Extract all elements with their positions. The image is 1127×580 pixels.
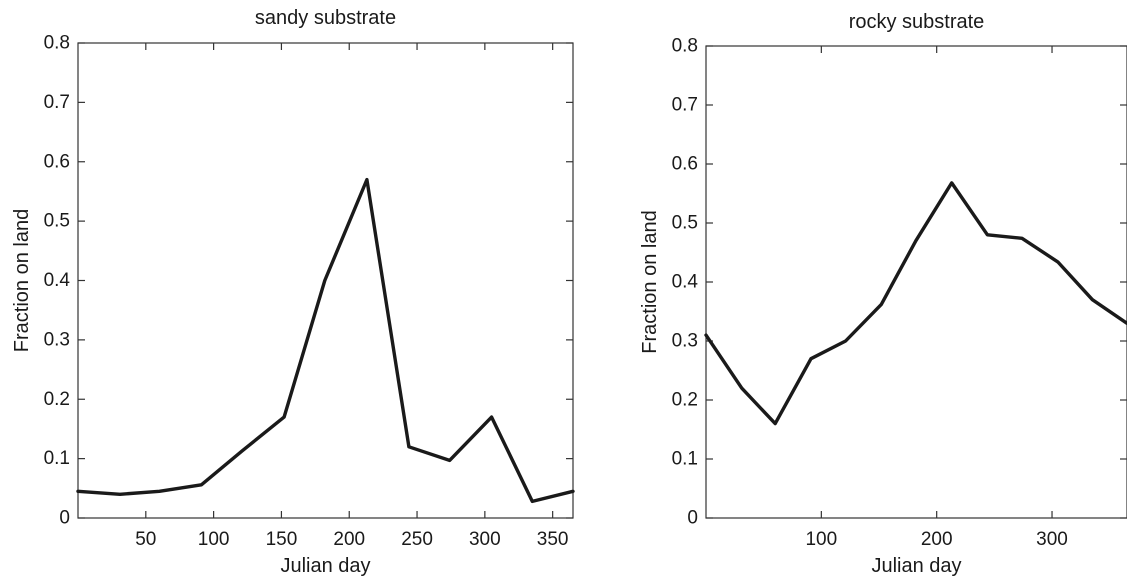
x-tick-label: 250 xyxy=(401,529,433,550)
y-axis-label: Fraction on land xyxy=(639,210,661,353)
y-axis-label: Fraction on land xyxy=(11,209,33,352)
chart-title: sandy substrate xyxy=(255,7,396,29)
x-tick-label: 200 xyxy=(921,529,953,550)
x-tick-label: 100 xyxy=(198,529,230,550)
series-line xyxy=(76,177,575,504)
y-tick-label: 0.6 xyxy=(44,151,70,172)
x-tick-label: 150 xyxy=(266,529,298,550)
x-tick-label: 300 xyxy=(469,529,501,550)
y-tick-label: 0.1 xyxy=(44,448,70,469)
y-tick-label: 0.3 xyxy=(672,331,698,352)
y-tick-label: 0.8 xyxy=(672,36,698,57)
x-tick-label: 300 xyxy=(1036,529,1068,550)
y-tick-label: 0.5 xyxy=(44,211,70,232)
x-axis-label: Julian day xyxy=(280,555,370,577)
series-line xyxy=(704,181,1127,426)
x-tick-label: 100 xyxy=(805,529,837,550)
x-axis-label: Julian day xyxy=(871,555,961,577)
y-tick-label: 0.4 xyxy=(44,270,71,291)
ticks xyxy=(706,45,1127,519)
y-tick-label: 0.6 xyxy=(672,154,698,175)
x-tick-label: 50 xyxy=(135,529,156,550)
ticks xyxy=(78,42,573,519)
chart-rocky-substrate: rocky substrate Julian day Fraction on l… xyxy=(639,11,1127,577)
chart-sandy-substrate: sandy substrate Julian day Fraction on l… xyxy=(11,7,575,577)
y-tick-label: 0.3 xyxy=(44,329,70,350)
x-tick-label: 350 xyxy=(537,529,569,550)
chart-title: rocky substrate xyxy=(849,11,985,33)
y-tick-label: 0.2 xyxy=(44,389,70,410)
y-tick-label: 0.5 xyxy=(672,213,698,234)
plot-frame xyxy=(705,45,1127,519)
y-tick-label: 0.8 xyxy=(44,33,70,54)
y-tick-label: 0 xyxy=(687,508,698,529)
tick-labels: 100 200 300 0 0.1 0.2 0.3 0.4 0.5 0.6 0.7 0.8 xyxy=(672,36,1068,551)
y-tick-label: 0.4 xyxy=(672,272,699,293)
x-tick-label: 200 xyxy=(333,529,365,550)
y-tick-label: 0.7 xyxy=(44,92,70,113)
y-tick-label: 0.2 xyxy=(672,390,698,411)
y-tick-label: 0 xyxy=(59,508,70,529)
y-tick-label: 0.1 xyxy=(672,449,698,470)
tick-labels: 50 100 150 200 250 300 350 0 0.1 0.2 0.3 0.4 0.5 0.6 0… xyxy=(44,33,569,551)
y-tick-label: 0.7 xyxy=(672,95,698,116)
